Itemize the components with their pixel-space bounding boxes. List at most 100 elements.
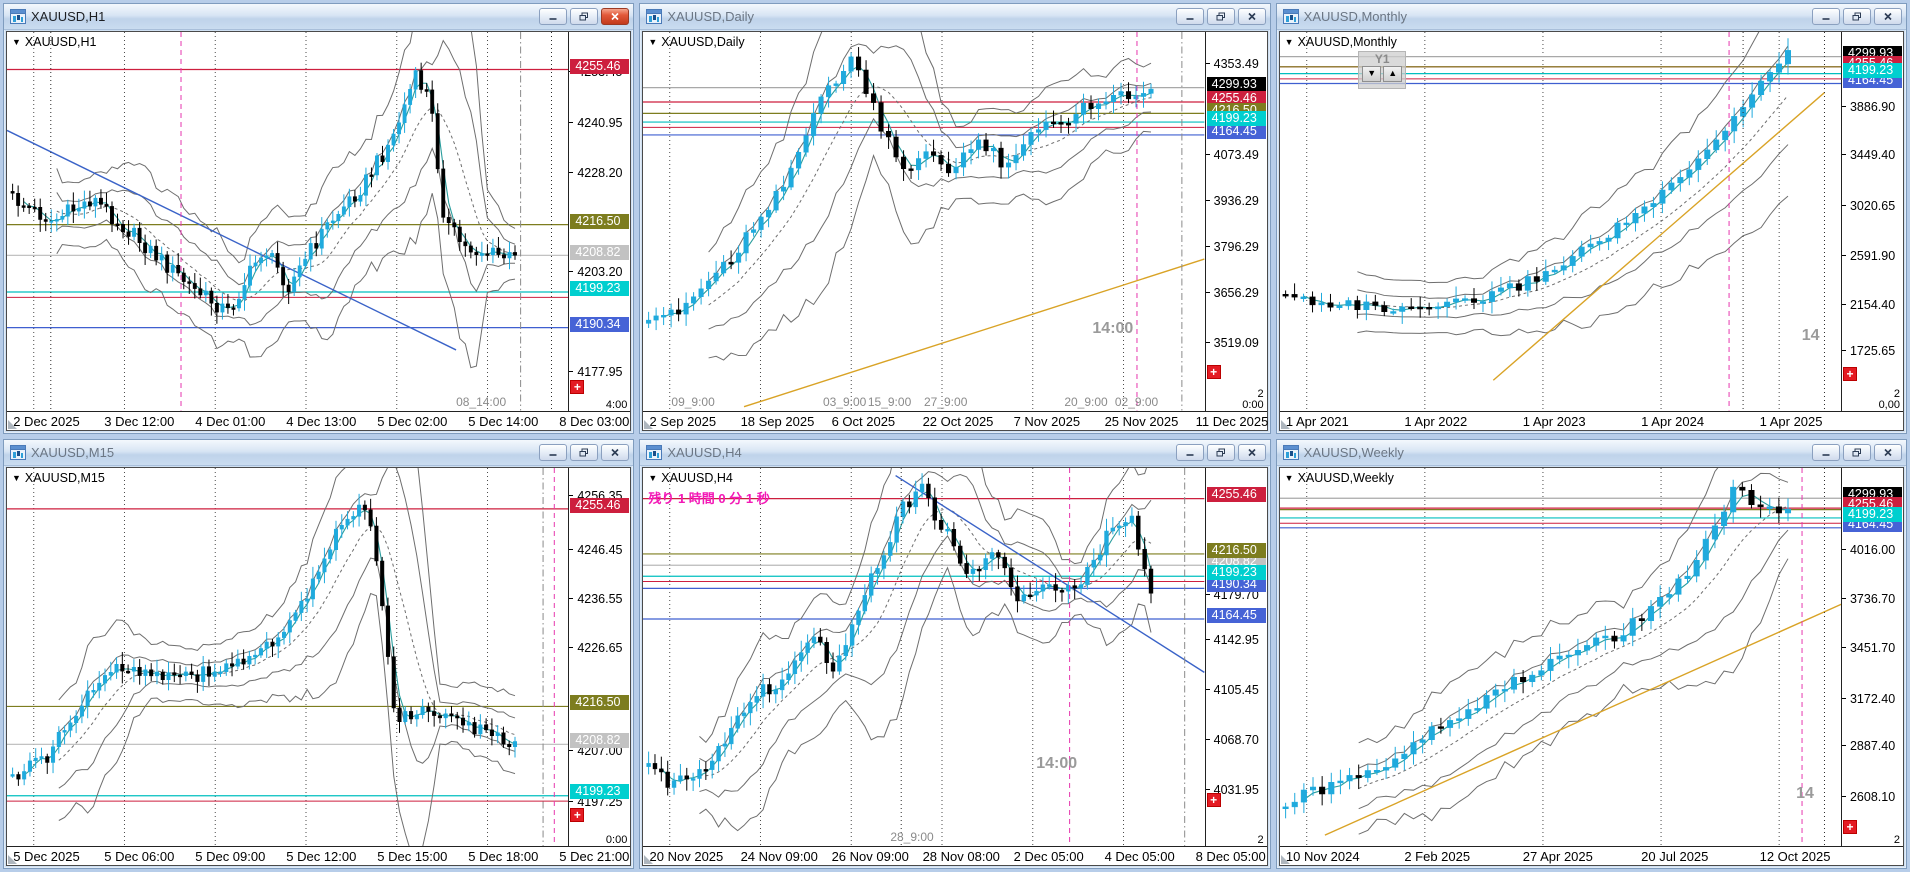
symbol-label[interactable]: ▼ XAUUSD,Weekly <box>1285 471 1394 485</box>
minimize-button[interactable] <box>1811 8 1840 25</box>
time-axis[interactable]: 20 Nov 2025 24 Nov 09:00 26 Nov 09:00 28 No… <box>643 846 1267 865</box>
axis-resize-grip[interactable] <box>644 855 654 864</box>
axis-resize-grip[interactable] <box>644 419 654 429</box>
time-axis-label: 2 Dec 2025 <box>13 413 80 429</box>
one-click-add-button[interactable]: + <box>1842 366 1857 381</box>
symbol-label[interactable]: ▼ XAUUSD,Monthly <box>1285 35 1397 49</box>
close-button[interactable] <box>1873 443 1902 461</box>
axis-resize-grip[interactable] <box>1280 855 1290 864</box>
one-click-add-button[interactable]: + <box>1206 365 1221 380</box>
price-scale[interactable]: 4353.49 4299.93 4255.46 4216.50 4164.45 4199.… <box>1204 32 1267 411</box>
chart-plot-area[interactable]: ▼ XAUUSD,Monthly Y1 ▼ ▲ 14 <box>1280 32 1841 411</box>
time-axis[interactable]: 10 Nov 2024 2 Feb 2025 27 Apr 2025 20 Jul 2… <box>1279 846 1903 865</box>
price-level-badge-blue: 4190.34 <box>570 316 630 332</box>
price-tick-label: 4353.49 <box>1205 57 1267 71</box>
window-titlebar[interactable]: XAUUSD,H1 <box>4 4 634 30</box>
price-tick-label: 2608.10 <box>1841 790 1903 804</box>
axis-resize-grip[interactable] <box>1280 419 1290 429</box>
window-titlebar[interactable]: XAUUSD,Weekly <box>1276 439 1906 466</box>
restore-button[interactable] <box>1842 443 1871 461</box>
one-click-add-button[interactable]: + <box>1842 819 1857 834</box>
chevron-down-icon: ▼ <box>648 37 658 47</box>
chart-frame: ▼ XAUUSD,M15 4256.35 4255.46 4246.45 4236.5… <box>6 466 632 866</box>
close-button[interactable] <box>601 8 630 25</box>
chart-plot-area[interactable]: ▼ XAUUSD,Daily 14:00 09_9:00 03_9:00 15_9:0… <box>643 32 1204 411</box>
minimize-button[interactable] <box>539 443 568 461</box>
time-axis[interactable]: 2 Sep 2025 18 Sep 2025 6 Oct 2025 22 Oct 20… <box>643 410 1268 430</box>
price-tick-label: 3796.29 <box>1205 240 1267 254</box>
price-tick-label: 3449.40 <box>1841 148 1903 162</box>
time-axis-label: 10 Nov 2024 <box>1285 849 1360 864</box>
price-tick-label: 4228.20 <box>569 166 630 180</box>
candle-countdown-text: 残り 1 時間 0 分 1 秒 <box>648 490 770 506</box>
price-level-badge-cyan: 4199.23 <box>1842 62 1902 78</box>
chart-plot-area[interactable]: ▼ XAUUSD,H1 08_14:00 <box>7 32 568 411</box>
close-button[interactable] <box>1237 8 1266 25</box>
price-level-badge-red: 4255.46 <box>570 58 630 74</box>
period-separator-label: 20_9:00 <box>1064 394 1108 409</box>
time-axis[interactable]: 5 Dec 2025 5 Dec 06:00 5 Dec 09:00 5 Dec 12… <box>7 846 631 865</box>
one-click-add-button[interactable]: + <box>570 808 585 823</box>
price-scale[interactable]: 4299.934255.464164.454199.233886.903449.… <box>1840 32 1903 411</box>
price-tick-label: 4016.00 <box>1841 543 1903 557</box>
time-axis[interactable]: 2 Dec 2025 3 Dec 12:00 4 Dec 01:00 4 Dec 13… <box>7 410 631 430</box>
minimize-button[interactable] <box>539 8 568 25</box>
one-click-add-button[interactable]: + <box>1206 793 1221 807</box>
window-titlebar[interactable]: XAUUSD,H4 <box>640 439 1270 466</box>
price-level-badge-red: 4255.46 <box>1206 487 1266 503</box>
symbol-label[interactable]: ▼ XAUUSD,H1 <box>12 35 96 49</box>
chart-window-daily: XAUUSD,Daily ▼ XAUUSD,Daily <box>639 3 1271 434</box>
price-tick-label: 4068.70 <box>1205 733 1267 747</box>
chart-window-h4: XAUUSD,H4 ▼ XAUUSD,H4 <box>639 438 1271 869</box>
minimize-button[interactable] <box>1175 8 1204 25</box>
chart-plot-area[interactable]: ▼ XAUUSD,Weekly 14 <box>1280 468 1841 847</box>
chart-plot-area[interactable]: ▼ XAUUSD,M15 <box>7 468 568 847</box>
minimize-button[interactable] <box>1175 443 1204 461</box>
close-button[interactable] <box>1237 443 1266 461</box>
price-scale[interactable]: 4256.35 4255.46 4246.45 4236.55 4226.65 4216.… <box>568 467 631 846</box>
current-time-label: 14 <box>1796 785 1814 803</box>
price-level-badge-cyan: 4199.23 <box>1206 564 1266 580</box>
restore-button[interactable] <box>1206 8 1235 25</box>
scale-adjust-widget: Y1 ▼ ▲ <box>1358 50 1407 89</box>
time-axis-label: 2 Sep 2025 <box>649 413 717 429</box>
time-axis-label: 7 Nov 2025 <box>1013 413 1081 429</box>
price-scale[interactable]: 4299.93 4255.46 4164.45 4199.23 4016.00 3736.… <box>1840 467 1903 846</box>
time-axis-label: 1 Apr 2025 <box>1759 413 1823 429</box>
chart-icon <box>646 9 663 24</box>
scale-up-button[interactable]: ▲ <box>1383 65 1403 82</box>
price-level-badge-blue: 4164.45 <box>1206 124 1266 140</box>
window-titlebar[interactable]: XAUUSD,M15 <box>4 439 634 466</box>
price-tick-label: 4203.20 <box>569 265 630 279</box>
chevron-down-icon: ▼ <box>12 37 21 47</box>
chart-plot-area[interactable]: ▼ XAUUSD,H4 残り 1 時間 0 分 1 秒 14:00 28_9:00 <box>643 468 1204 847</box>
symbol-label[interactable]: ▼ XAUUSD,Daily <box>648 35 744 49</box>
price-scale[interactable]: 4255.46 4216.50 4208.82 4199.23 4190.34 4179.… <box>1204 467 1267 846</box>
minimize-button[interactable] <box>1811 443 1840 461</box>
time-axis-label: 1 Apr 2021 <box>1285 413 1349 429</box>
time-axis[interactable]: 1 Apr 2021 1 Apr 2022 1 Apr 2023 1 Apr 2024… <box>1279 410 1903 430</box>
price-scale[interactable]: 4253.454255.464240.954228.204216.504208.… <box>568 32 631 411</box>
scale-down-button[interactable]: ▼ <box>1362 65 1382 82</box>
axis-resize-grip[interactable] <box>8 855 17 864</box>
time-axis-label: 1 Apr 2023 <box>1522 413 1586 429</box>
close-button[interactable] <box>601 443 630 461</box>
close-button[interactable] <box>1873 8 1902 25</box>
restore-button[interactable] <box>570 443 599 461</box>
window-titlebar[interactable]: XAUUSD,Daily <box>640 4 1270 30</box>
symbol-label[interactable]: ▼ XAUUSD,H4 <box>648 471 732 485</box>
scale-corner-text: 4:00 <box>605 398 628 411</box>
one-click-add-button[interactable]: + <box>570 380 585 395</box>
price-chart <box>643 32 1204 411</box>
window-titlebar[interactable]: XAUUSD,Monthly <box>1276 4 1906 30</box>
restore-button[interactable] <box>570 8 599 25</box>
restore-button[interactable] <box>1842 8 1871 25</box>
axis-resize-grip[interactable] <box>8 419 17 429</box>
window-title: XAUUSD,Weekly <box>1303 444 1404 460</box>
window-title: XAUUSD,M15 <box>31 444 115 460</box>
time-axis-label: 18 Sep 2025 <box>740 413 815 429</box>
symbol-label[interactable]: ▼ XAUUSD,M15 <box>12 471 105 485</box>
period-separator-label: 27_9:00 <box>923 394 968 409</box>
restore-button[interactable] <box>1206 443 1235 461</box>
price-level-badge-blue: 4164.45 <box>1206 607 1266 623</box>
